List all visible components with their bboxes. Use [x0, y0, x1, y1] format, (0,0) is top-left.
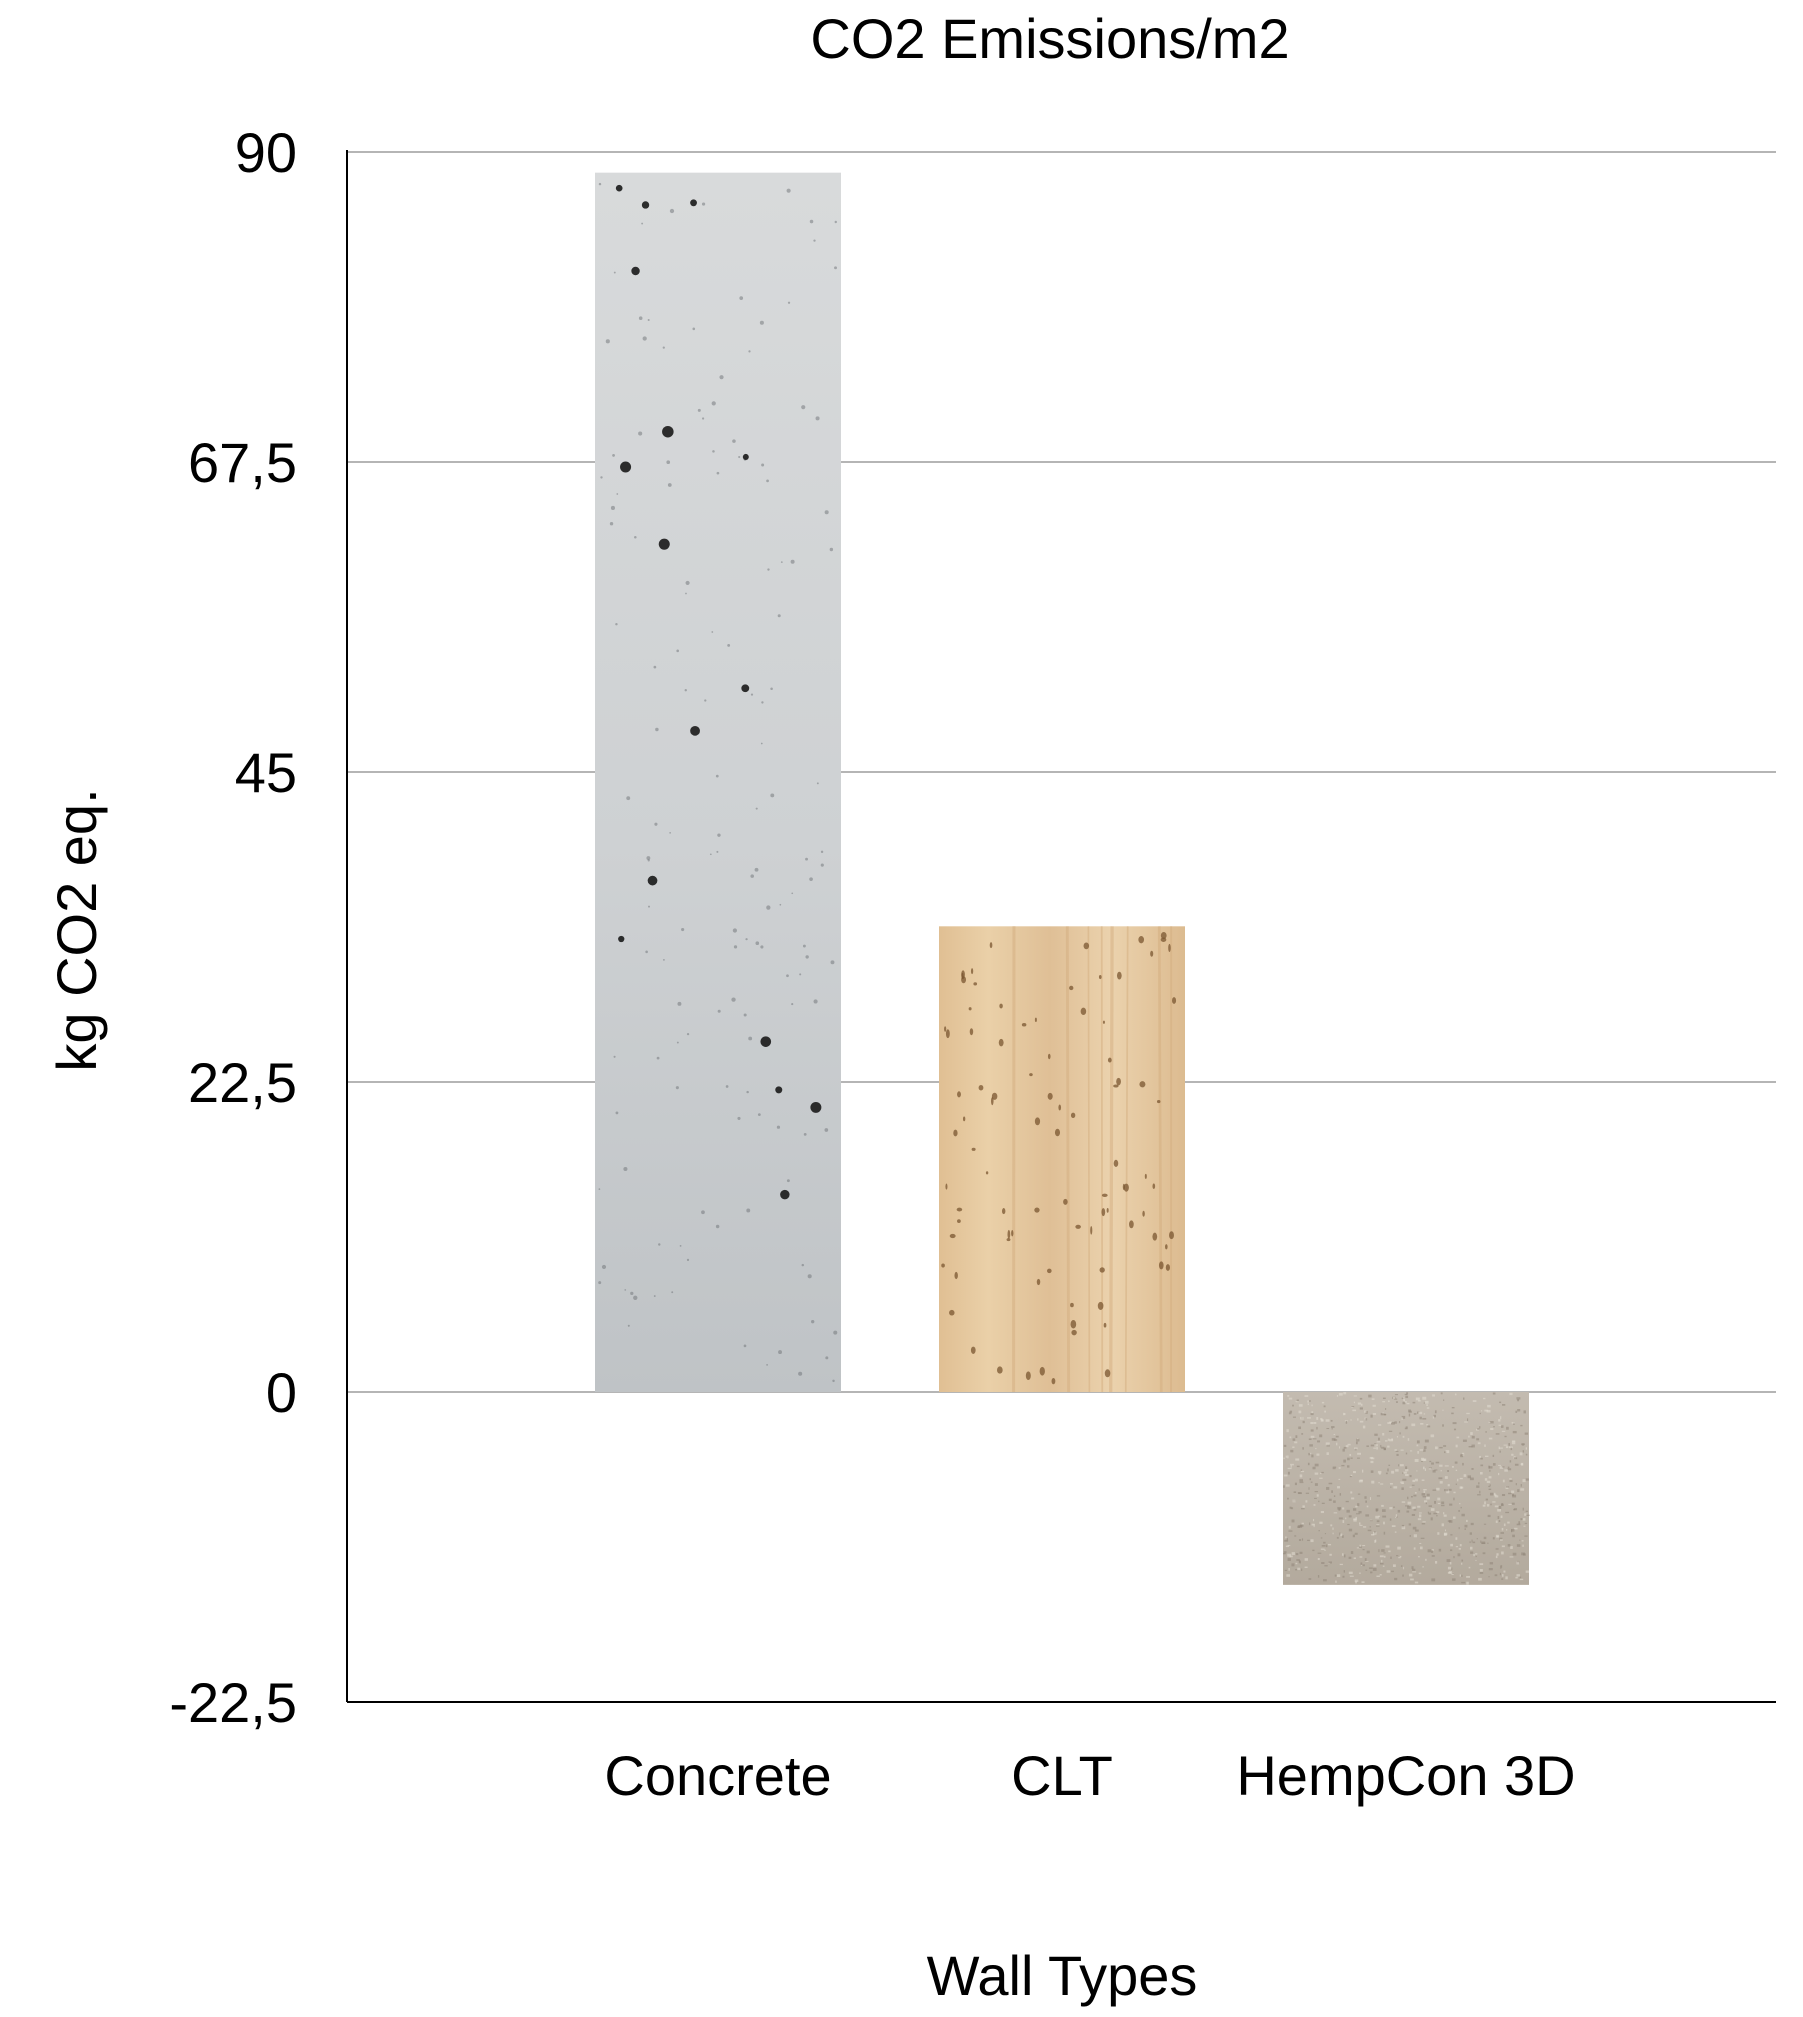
bar-clt: [939, 926, 1185, 1393]
y-tick-label: -22,5: [169, 1671, 297, 1734]
y-tick-label: 67,5: [188, 431, 297, 494]
y-tick-label: 0: [266, 1361, 297, 1424]
bar-texture: [941, 926, 1177, 1393]
y-axis-label: kg CO2 eq.: [45, 788, 108, 1071]
x-axis-label: Wall Types: [927, 1944, 1198, 2007]
bar: [595, 172, 841, 1393]
x-tick-label: HempCon 3D: [1236, 1744, 1575, 1807]
x-tick-label: Concrete: [604, 1744, 831, 1807]
x-tick-label: CLT: [1011, 1744, 1113, 1807]
bar: [939, 926, 1185, 1392]
x-tick-labels: Concrete CLT HempCon 3D: [604, 1744, 1575, 1807]
chart-title: CO2 Emissions/m2: [810, 7, 1289, 70]
bar: [1283, 1392, 1529, 1585]
bars: [595, 172, 1530, 1585]
bar-texture: [598, 182, 838, 1383]
y-tick-label: 22,5: [188, 1051, 297, 1114]
y-tick-label: 45: [235, 741, 297, 804]
bar-concrete: [595, 172, 841, 1393]
bar-hempcon-3d: [1283, 1392, 1530, 1585]
bar-texture: [1283, 1392, 1530, 1585]
y-tick-label: 90: [235, 121, 297, 184]
y-tick-labels: 90 67,5 45 22,5 0 -22,5: [169, 121, 297, 1734]
